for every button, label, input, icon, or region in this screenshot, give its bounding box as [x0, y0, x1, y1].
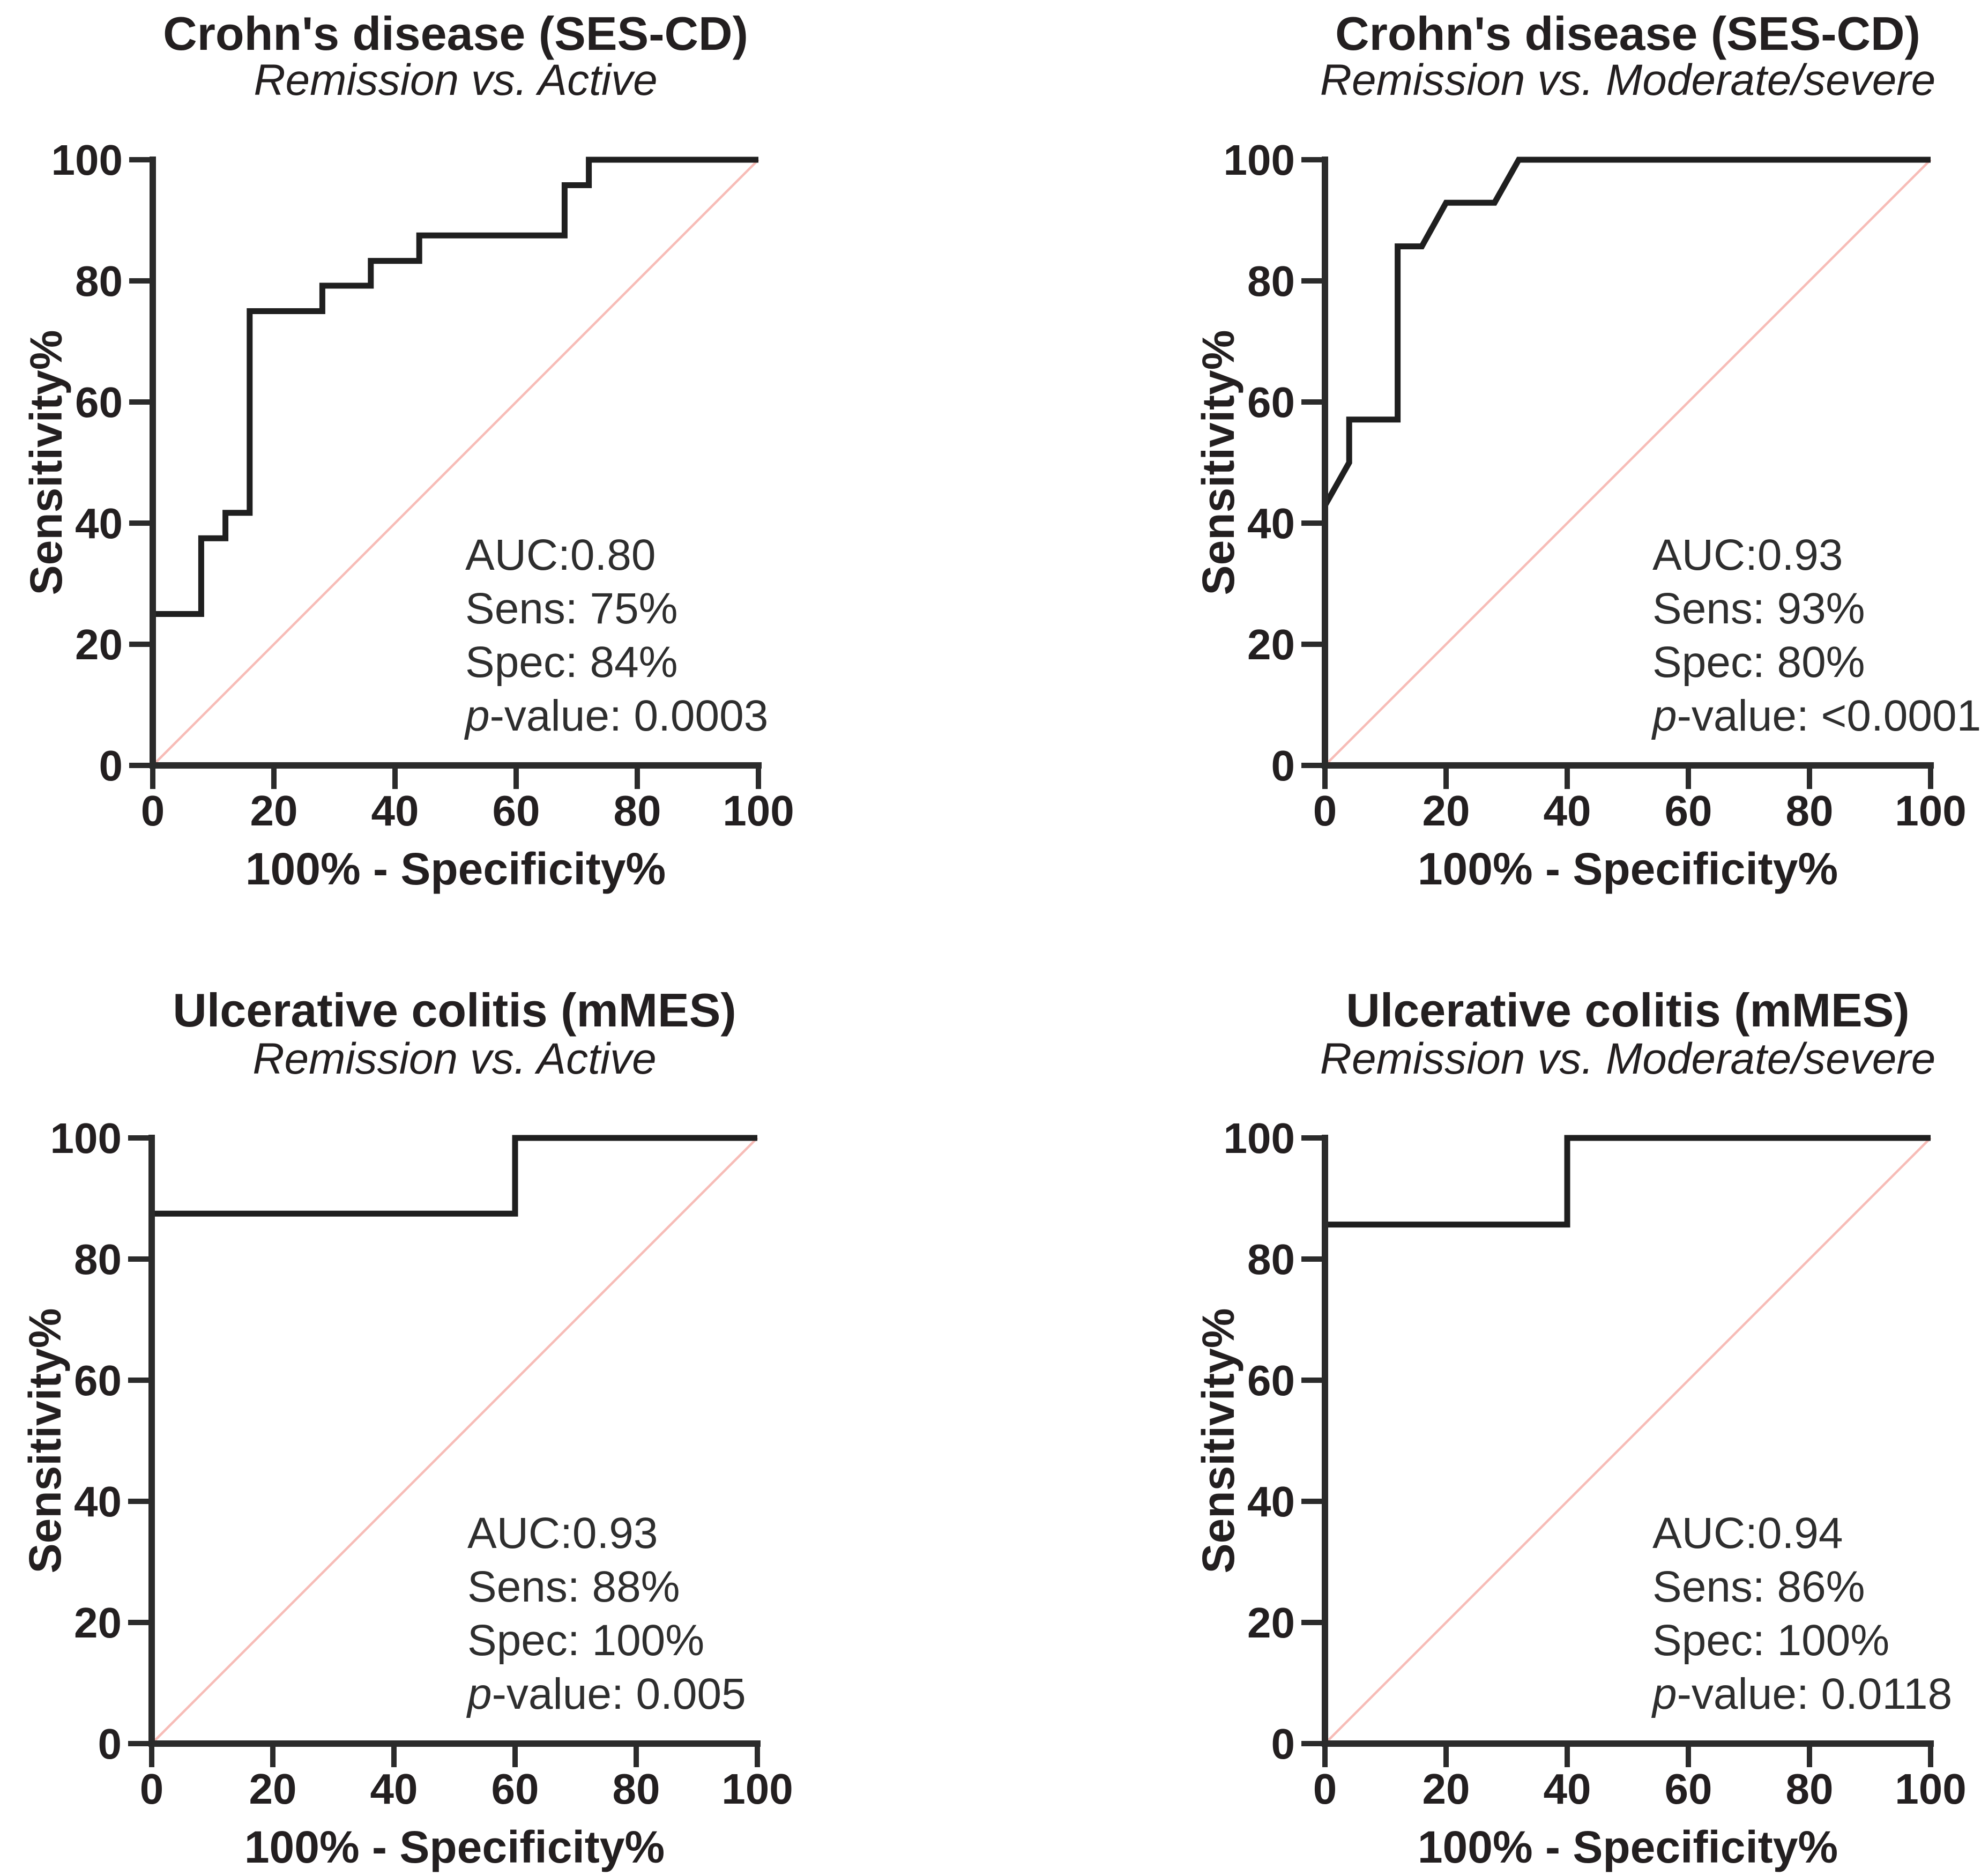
roc-chart-svg: Ulcerative colitis (mMES)Remission vs. A… [20, 984, 793, 1872]
annotation-spec: Spec: 100% [1652, 1616, 1889, 1665]
y-tick-label: 40 [74, 1478, 122, 1525]
reference-diagonal-line [1324, 159, 1932, 766]
annotation-spec: Spec: 84% [465, 638, 678, 687]
y-tick-label: 80 [74, 1235, 122, 1283]
x-tick-label: 40 [371, 787, 419, 835]
x-tick-label: 0 [140, 1765, 164, 1813]
annotation-auc: AUC:0.94 [1652, 1509, 1843, 1558]
annotation-pvalue: p-value: 0.0118 [1651, 1670, 1952, 1718]
reference-diagonal-line [151, 1137, 758, 1745]
roc-curve [1322, 157, 1931, 765]
y-tick-label: 20 [1247, 1599, 1295, 1647]
annotation-auc: AUC:0.93 [1652, 531, 1843, 579]
y-tick-label: 20 [74, 1599, 122, 1647]
y-tick-label: 100 [50, 1114, 122, 1162]
y-tick-label: 80 [1247, 257, 1295, 305]
annotation-sens: Sens: 86% [1652, 1562, 1865, 1611]
x-axis-label: 100% - Specificity% [245, 844, 666, 894]
panel-subtitle: Remission vs. Moderate/severe [1320, 56, 1935, 105]
panel-title: Ulcerative colitis (mMES) [173, 984, 736, 1037]
y-axis-label: Sensitivity% [20, 1308, 70, 1574]
y-axis-label: Sensitivity% [1193, 1308, 1243, 1574]
annotation-sens: Sens: 93% [1652, 584, 1865, 633]
y-tick-label: 40 [75, 500, 123, 547]
x-tick-label: 100 [721, 1765, 793, 1813]
roc-panel-uc-remission-vs-active: Ulcerative colitis (mMES) Remission vs. A… [0, 938, 990, 1876]
y-tick-label: 100 [51, 136, 123, 184]
annotation-pvalue: p-value: <0.0001 [1651, 691, 1981, 740]
y-axis-label: Sensitivity% [1193, 330, 1243, 595]
x-tick-label: 20 [1423, 1765, 1470, 1813]
x-tick-label: 60 [1665, 1765, 1712, 1813]
x-tick-label: 0 [1313, 1765, 1337, 1813]
roc-chart-svg: Ulcerative colitis (mMES)Remission vs. M… [1193, 984, 1967, 1872]
x-tick-label: 100 [1895, 787, 1966, 835]
y-tick-label: 20 [1247, 621, 1295, 668]
x-tick-label: 60 [1665, 787, 1712, 835]
x-axis-label: 100% - Specificity% [1418, 844, 1838, 894]
y-tick-label: 0 [99, 742, 123, 790]
annotation-spec: Spec: 80% [1652, 638, 1865, 687]
panel-title: Crohn's disease (SES-CD) [1335, 7, 1920, 60]
roc-panel-crohns-remission-vs-active: Crohn's disease (SES-CD) Remission vs. Ac… [0, 0, 990, 938]
y-tick-label: 80 [1247, 1235, 1295, 1283]
x-axis-label: 100% - Specificity% [244, 1822, 665, 1872]
x-tick-label: 40 [1544, 1765, 1591, 1813]
annotation-spec: Spec: 100% [467, 1616, 704, 1665]
annotation-sens: Sens: 88% [467, 1562, 680, 1611]
y-tick-label: 60 [75, 378, 123, 426]
x-tick-label: 100 [1895, 1765, 1966, 1813]
x-tick-label: 0 [1313, 787, 1337, 835]
x-tick-label: 80 [614, 787, 661, 835]
y-tick-label: 60 [1247, 1357, 1295, 1404]
y-tick-label: 0 [1271, 1720, 1295, 1768]
y-tick-label: 80 [75, 257, 123, 305]
annotation-sens: Sens: 75% [465, 584, 678, 633]
reference-diagonal-line [152, 159, 759, 766]
x-tick-label: 80 [1786, 1765, 1834, 1813]
roc-panel-crohns-remission-vs-moderate-severe: Crohn's disease (SES-CD) Remission vs. Mo… [990, 0, 1981, 938]
x-tick-label: 80 [1786, 787, 1834, 835]
x-tick-label: 100 [723, 787, 794, 835]
panel-title: Crohn's disease (SES-CD) [163, 7, 748, 60]
panel-subtitle: Remission vs. Moderate/severe [1320, 1034, 1935, 1083]
y-tick-label: 40 [1247, 500, 1295, 547]
y-tick-label: 0 [1271, 742, 1295, 790]
roc-chart-svg: Crohn's disease (SES-CD)Remission vs. Ac… [21, 7, 794, 894]
x-tick-label: 40 [1544, 787, 1591, 835]
x-tick-label: 20 [249, 1765, 297, 1813]
y-tick-label: 40 [1247, 1478, 1295, 1525]
x-tick-label: 60 [491, 1765, 539, 1813]
y-tick-label: 0 [98, 1720, 122, 1768]
y-tick-label: 20 [75, 621, 123, 668]
annotation-auc: AUC:0.80 [465, 531, 656, 579]
y-tick-label: 100 [1224, 1114, 1295, 1162]
x-tick-label: 0 [141, 787, 165, 835]
x-tick-label: 80 [613, 1765, 660, 1813]
x-tick-label: 20 [1423, 787, 1470, 835]
annotation-pvalue: p-value: 0.0003 [464, 691, 768, 740]
roc-curve [150, 157, 758, 765]
annotation-pvalue: p-value: 0.005 [466, 1670, 746, 1718]
y-axis-label: Sensitivity% [21, 330, 71, 595]
panel-subtitle: Remission vs. Active [252, 1034, 656, 1083]
y-tick-label: 100 [1224, 136, 1295, 184]
annotation-auc: AUC:0.93 [467, 1509, 658, 1558]
x-tick-label: 40 [370, 1765, 418, 1813]
y-tick-label: 60 [74, 1357, 122, 1404]
roc-panel-uc-remission-vs-moderate-severe: Ulcerative colitis (mMES) Remission vs. M… [990, 938, 1981, 1876]
panel-title: Ulcerative colitis (mMES) [1346, 984, 1909, 1037]
roc-chart-svg: Crohn's disease (SES-CD)Remission vs. Mo… [1193, 7, 1981, 894]
y-tick-label: 60 [1247, 378, 1295, 426]
panel-subtitle: Remission vs. Active [254, 56, 657, 105]
x-tick-label: 20 [250, 787, 298, 835]
x-tick-label: 60 [493, 787, 540, 835]
x-axis-label: 100% - Specificity% [1418, 1822, 1838, 1872]
reference-diagonal-line [1324, 1137, 1932, 1745]
